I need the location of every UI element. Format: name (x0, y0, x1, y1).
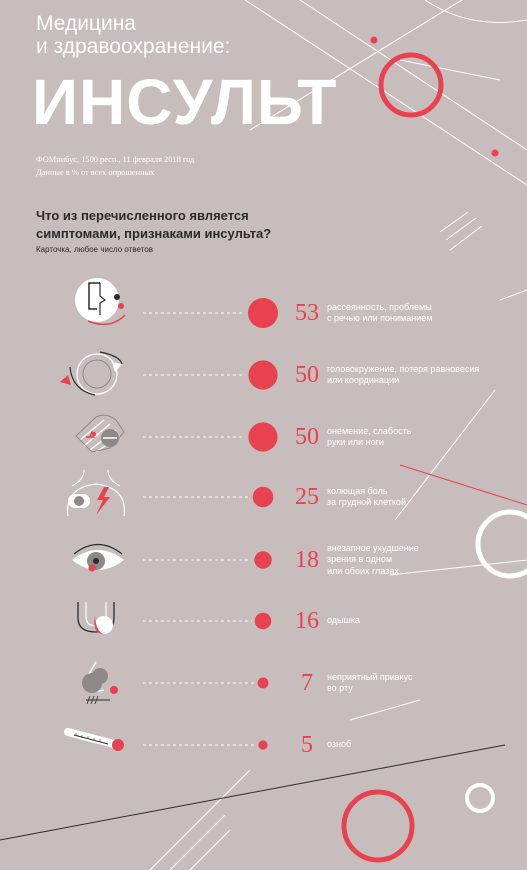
symptom-label-line: колющая боль (327, 485, 388, 496)
value-label: 7 (301, 670, 313, 696)
value-bubble (254, 612, 272, 630)
value-bubble (248, 422, 278, 452)
symptom-label-line: онемение, слабость (327, 425, 412, 436)
decor-dot (491, 149, 499, 157)
value-label: 16 (295, 608, 319, 634)
decor-white-ring (475, 509, 527, 579)
value-label: 50 (295, 424, 319, 450)
eye-icon (72, 543, 124, 572)
symptom-label-line: одышка (327, 615, 360, 626)
symptom-label-line: неприятный привкус (327, 671, 413, 682)
symptom-label: колющая боль за грудной клеткой (327, 486, 406, 509)
page-title: ИНСУЛЬТ (32, 66, 338, 138)
decor-red-ring-top (378, 52, 444, 118)
symptom-label: онемение, слабость руки или ноги (327, 426, 411, 449)
symptom-label: внезапное ухудшение зрения в одном или обо… (327, 543, 419, 578)
value-bubble (257, 677, 269, 689)
value-bubble (248, 360, 278, 390)
symptom-label: головокружение, потеря равновесия или коо… (327, 364, 479, 387)
symptom-label-line: с речью или пониманием (327, 313, 433, 323)
hand-icon (75, 414, 125, 453)
value-label: 18 (295, 547, 319, 573)
decor-dark-line (0, 744, 506, 841)
spinning-arrows-icon (60, 351, 123, 396)
question-note: Карточка, любое число ответов (36, 245, 153, 254)
question-line-2: симптомами, признаками инсульта? (36, 226, 272, 241)
decor-dot (370, 36, 378, 44)
decor-red-line (399, 464, 527, 506)
source-line-2: Данные в % от всех опрошенных (36, 168, 155, 177)
symptom-label-line: за грудной клеткой (327, 497, 406, 507)
subtitle: Медицина и здравоохранение: (36, 12, 230, 58)
symptom-label-line: или координации (327, 375, 400, 385)
symptom-label: одышка (327, 615, 360, 627)
value-bubble (252, 486, 274, 508)
question-line-1: Что из перечисленного является (36, 208, 249, 223)
symptom-label-line: зрения в одном (327, 554, 393, 565)
value-label: 53 (295, 300, 319, 326)
subtitle-line-1: Медицина (36, 12, 136, 35)
symptom-label-line: головокружение, потеря равновесия (327, 363, 480, 374)
symptom-label-line: рассеянность, проблемы (327, 301, 432, 312)
symptom-label-line: озноб (327, 739, 352, 750)
symptom-label-line: во рту (327, 683, 353, 693)
lungs-icon (77, 602, 115, 634)
value-bubble (258, 740, 268, 750)
nose-mouth-icon (82, 661, 118, 705)
value-label: 5 (301, 732, 313, 758)
thermometer-icon (64, 728, 124, 751)
symptom-label-line: руки или ноги (327, 437, 384, 447)
decor-small-white-ring (465, 783, 495, 813)
source-line-1: ФОМнибус, 1500 респ., 11 февраля 2018 го… (36, 155, 195, 164)
question: Что из перечисленного является симптомам… (36, 207, 271, 243)
source-note: ФОМнибус, 1500 респ., 11 февраля 2018 го… (36, 153, 194, 179)
chest-pain-icon (66, 469, 126, 517)
value-bubble (254, 551, 272, 569)
decor-lines (149, 0, 527, 870)
decor-red-ring-bottom (341, 789, 415, 863)
symptom-label: рассеянность, проблемы с речью или понима… (327, 302, 432, 325)
symptom-label-line: внезапное ухудшение (327, 542, 419, 553)
value-bubble (248, 298, 278, 328)
value-label: 50 (295, 362, 319, 388)
face-profile-icon (75, 278, 126, 326)
symptom-label-line: или обоих глазах (327, 565, 399, 576)
subtitle-line-2: и здравоохранение: (36, 35, 231, 58)
symptom-label: озноб (327, 739, 351, 751)
value-label: 25 (295, 484, 319, 510)
symptom-label: неприятный привкус во рту (327, 672, 412, 695)
